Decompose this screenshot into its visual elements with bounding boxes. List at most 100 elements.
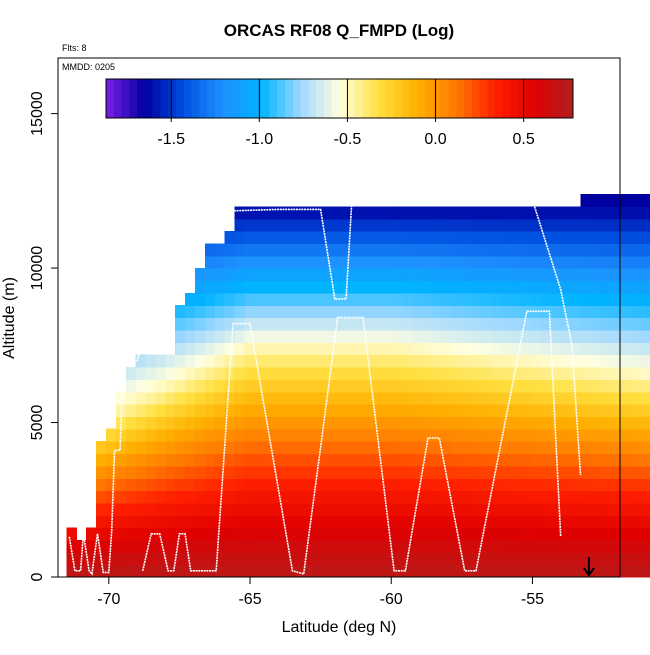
heatmap-cell <box>274 552 284 565</box>
heatmap-cell <box>600 503 610 516</box>
heatmap-cell <box>580 231 590 244</box>
heatmap-cell <box>323 515 333 528</box>
colorbar-segment <box>480 79 488 118</box>
heatmap-cell <box>363 491 373 504</box>
heatmap-cell <box>205 540 215 553</box>
heatmap-cell <box>403 256 413 269</box>
x-tick-label: -65 <box>238 591 261 608</box>
heatmap-cell <box>393 453 403 466</box>
heatmap-cell <box>580 404 590 417</box>
heatmap-cell <box>353 367 363 380</box>
heatmap-cell <box>304 231 314 244</box>
heatmap-cell <box>254 528 264 541</box>
heatmap-cell <box>274 206 284 219</box>
heatmap-cell <box>343 355 353 368</box>
heatmap-cell <box>343 404 353 417</box>
heatmap-cell <box>254 256 264 269</box>
colorbar-segment <box>519 79 527 118</box>
heatmap-cell <box>452 404 462 417</box>
heatmap-cell <box>590 503 600 516</box>
heatmap-cell <box>284 503 294 516</box>
heatmap-cell <box>492 318 502 331</box>
heatmap-cell <box>195 552 205 565</box>
heatmap-cell <box>521 243 531 256</box>
colorbar-segment <box>176 79 184 118</box>
heatmap-cell <box>185 305 195 318</box>
heatmap-cell <box>412 206 422 219</box>
heatmap-cell <box>531 379 541 392</box>
heatmap-cell <box>541 293 551 306</box>
heatmap-cell <box>571 429 581 442</box>
heatmap-cell <box>531 416 541 429</box>
heatmap-cell <box>235 367 245 380</box>
heatmap-cell <box>551 540 561 553</box>
heatmap-cell <box>492 515 502 528</box>
heatmap-cell <box>571 318 581 331</box>
heatmap-cell <box>590 367 600 380</box>
heatmap-cell <box>620 330 630 343</box>
heatmap-cell <box>136 478 146 491</box>
heatmap-cell <box>482 268 492 281</box>
heatmap-cell <box>630 305 640 318</box>
heatmap-cell <box>511 280 521 293</box>
heatmap-cell <box>323 219 333 232</box>
heatmap-cell <box>521 540 531 553</box>
heatmap-cell <box>314 441 324 454</box>
heatmap-cell <box>580 379 590 392</box>
heatmap-cell <box>383 466 393 479</box>
colorbar-segment <box>207 79 215 118</box>
heatmap-cell <box>116 528 126 541</box>
heatmap-cell <box>264 268 274 281</box>
heatmap-cell <box>195 540 205 553</box>
heatmap-cell <box>225 268 235 281</box>
heatmap-cell <box>452 206 462 219</box>
heatmap-cell <box>333 206 343 219</box>
heatmap-cell <box>630 404 640 417</box>
heatmap-cell <box>432 206 442 219</box>
heatmap-cell <box>620 416 630 429</box>
heatmap-cell <box>561 565 571 578</box>
heatmap-cell <box>314 379 324 392</box>
heatmap-cell <box>600 552 610 565</box>
heatmap-cell <box>492 330 502 343</box>
heatmap-cell <box>185 379 195 392</box>
heatmap-cell <box>541 342 551 355</box>
heatmap-cell <box>432 404 442 417</box>
heatmap-cell <box>264 466 274 479</box>
heatmap-cell <box>155 565 165 578</box>
heatmap-cell <box>235 552 245 565</box>
heatmap-cell <box>195 416 205 429</box>
heatmap-cell <box>600 379 610 392</box>
heatmap-cell <box>412 565 422 578</box>
heatmap-cell <box>284 429 294 442</box>
colorbar-segment <box>324 79 332 118</box>
heatmap-cell <box>264 280 274 293</box>
heatmap-cell <box>541 416 551 429</box>
heatmap-cell <box>640 503 650 516</box>
heatmap-cell <box>422 268 432 281</box>
heatmap-cell <box>600 280 610 293</box>
heatmap-cell <box>185 355 195 368</box>
heatmap-cell <box>610 367 620 380</box>
heatmap-cell <box>165 515 175 528</box>
heatmap-cell <box>215 355 225 368</box>
heatmap-cell <box>146 503 156 516</box>
heatmap-cell <box>521 552 531 565</box>
colorbar-segment <box>511 79 519 118</box>
x-axis-label: Latitude (deg N) <box>282 619 397 636</box>
heatmap-cell <box>254 280 264 293</box>
heatmap-cell <box>343 305 353 318</box>
heatmap-cell <box>314 318 324 331</box>
heatmap-cell <box>136 466 146 479</box>
heatmap-cell <box>363 453 373 466</box>
heatmap-cell <box>185 466 195 479</box>
heatmap-cell <box>294 305 304 318</box>
heatmap-cell <box>343 392 353 405</box>
heatmap-cell <box>620 392 630 405</box>
heatmap-cell <box>215 528 225 541</box>
heatmap-cell <box>373 280 383 293</box>
heatmap-cell <box>452 392 462 405</box>
heatmap-cell <box>165 540 175 553</box>
heatmap-cell <box>165 503 175 516</box>
heatmap-cell <box>175 342 185 355</box>
